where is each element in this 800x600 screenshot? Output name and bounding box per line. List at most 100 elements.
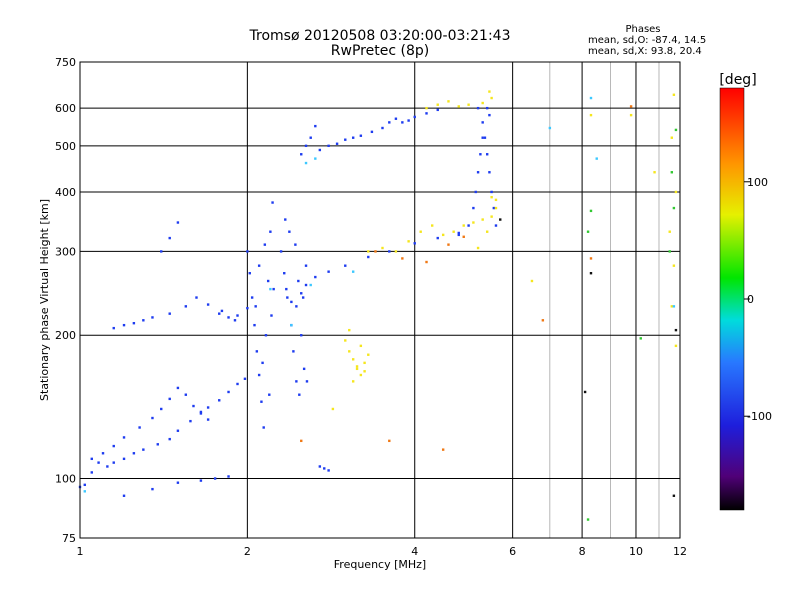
grid-lines [80,62,680,538]
data-point [485,230,489,233]
data-point [367,353,370,356]
x-tick-label: 10 [629,545,643,558]
phase-stats-x: mean, sd,X: 93.8, 20.4 [588,46,702,57]
data-point [142,448,145,451]
data-point [344,339,347,342]
data-point [122,436,126,439]
data-point [344,264,347,267]
data-point [184,393,188,396]
data-point [401,257,404,260]
data-point [106,465,109,468]
chart-title: Tromsø 20120508 03:20:00-03:21:43 [249,28,511,44]
data-point [300,292,303,295]
data-point [672,264,676,267]
data-point [425,112,428,115]
data-point [314,124,317,128]
data-point [268,393,271,396]
data-point [457,231,460,235]
data-point [388,439,391,443]
data-point [348,328,351,332]
data-point [530,279,534,283]
data-point [199,410,203,414]
data-point [674,344,678,348]
data-point [257,373,261,377]
data-point [413,242,416,245]
data-point [300,153,303,156]
data-point [583,390,587,394]
data-point [499,218,502,221]
data-point [474,190,477,194]
data-point [314,157,317,160]
series-scatter [499,218,678,497]
data-point [206,418,210,421]
data-point [436,103,439,106]
x-axis-label: Frequency [MHz] [334,558,426,571]
data-point [394,250,398,253]
data-point [298,393,301,396]
data-point [192,404,195,408]
data-point [476,106,480,110]
y-tick-label: 750 [55,56,76,69]
data-point [122,323,126,327]
data-point [589,209,593,213]
data-point [112,326,115,330]
data-point [490,215,493,218]
data-point [83,490,86,493]
data-point [447,100,450,103]
data-point [670,136,674,139]
data-point [425,106,428,110]
data-point [294,243,297,246]
data-point [481,218,484,221]
data-point [351,270,355,273]
data-point [668,250,671,253]
data-point [199,479,203,482]
data-point [481,136,484,139]
data-point [407,119,410,122]
data-point [160,407,163,411]
data-point [452,230,455,233]
y-tick-label: 500 [55,140,76,153]
data-point [374,250,377,253]
y-tick-label: 300 [55,245,76,258]
data-point [218,399,221,402]
data-point [490,96,493,100]
data-point [488,90,491,93]
data-point [586,518,590,521]
data-point [670,171,674,174]
data-point [472,221,475,224]
data-point [586,230,590,233]
data-point [388,250,391,253]
data-point [481,101,484,105]
data-point [327,144,330,148]
data-point [674,190,678,194]
y-tick-label: 200 [55,329,76,342]
data-point [407,240,410,243]
data-point [441,233,445,237]
data-point [479,153,482,156]
data-point [195,296,198,299]
data-point [401,121,404,124]
series-scatter [300,105,633,451]
data-point [348,350,351,353]
data-point [485,153,489,156]
data-point [284,218,287,221]
data-point [327,469,330,472]
data-point [112,444,115,448]
data-point [548,126,552,130]
y-tick-label: 400 [55,186,76,199]
data-point [318,465,322,468]
data-point [304,283,308,287]
data-point [335,142,339,145]
data-point [441,448,445,451]
data-point [672,206,676,210]
data-point [176,221,180,224]
y-tick-label: 100 [55,473,76,486]
data-point [90,471,93,474]
data-point [367,255,370,259]
data-point [304,144,308,148]
data-point [83,483,86,487]
data-point [283,272,286,275]
data-point [351,136,355,139]
data-point [674,328,678,332]
